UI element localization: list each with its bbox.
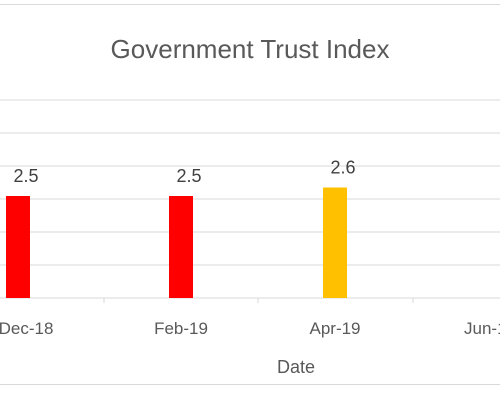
x-axis-title: Date xyxy=(277,357,315,377)
x-tick-label-dec-18: Dec-18 xyxy=(0,319,53,338)
bar-apr-19 xyxy=(323,187,347,298)
x-tick-labels: Dec-18 Feb-19 Apr-19 Jun-19 xyxy=(0,319,500,338)
data-label-apr-19: 2.6 xyxy=(330,158,355,178)
gridlines xyxy=(0,99,500,266)
data-label-feb-19: 2.5 xyxy=(176,166,201,186)
bar-feb-19 xyxy=(169,196,193,298)
chart-title: Government Trust Index xyxy=(111,34,390,64)
chart-bottom-border xyxy=(0,384,500,385)
x-tick-label-jun-19: Jun-19 xyxy=(464,319,500,338)
bars xyxy=(6,187,347,298)
data-label-dec-18: 2.5 xyxy=(13,166,38,186)
x-tick-label-apr-19: Apr-19 xyxy=(309,319,360,338)
x-tick-label-feb-19: Feb-19 xyxy=(154,319,208,338)
data-labels: 2.5 2.5 2.6 xyxy=(13,158,355,187)
bar-dec-18 xyxy=(6,196,30,298)
x-axis xyxy=(0,297,500,303)
chart-top-border xyxy=(0,4,500,5)
